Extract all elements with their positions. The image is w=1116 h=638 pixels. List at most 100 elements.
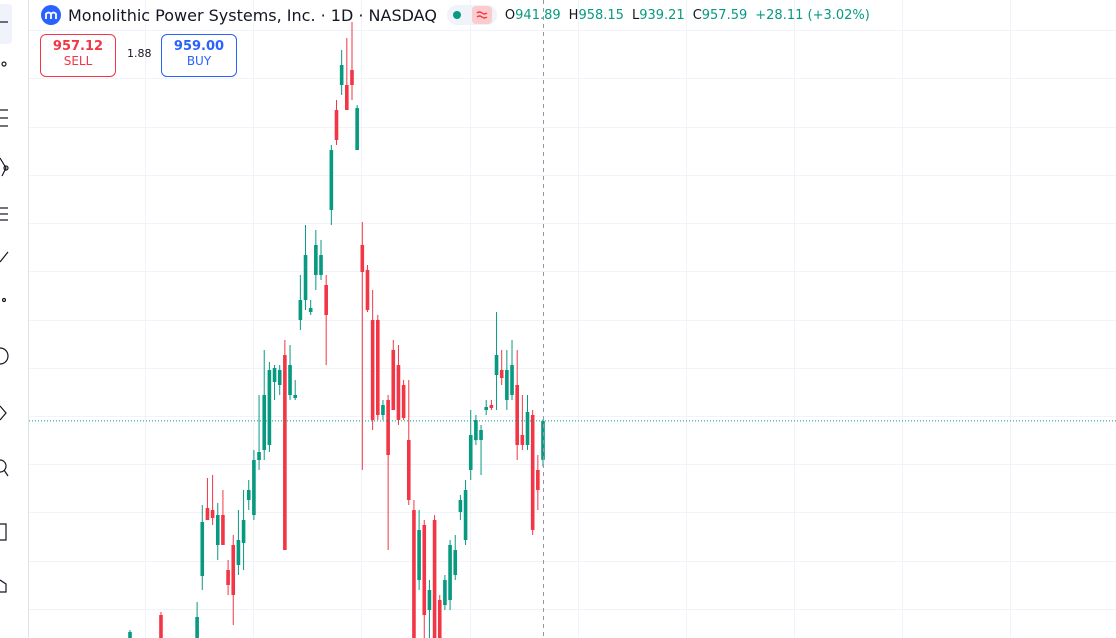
- market-open-dot: [452, 11, 461, 19]
- candle-body: [474, 419, 478, 441]
- candle-body: [432, 519, 437, 638]
- candle-body: [283, 355, 287, 551]
- candle-body: [479, 430, 483, 441]
- candle-body: [458, 500, 463, 513]
- candle-body: [319, 255, 323, 276]
- candle-body: [370, 319, 375, 420]
- delayed-icon: [471, 6, 492, 24]
- candle-body: [515, 384, 519, 445]
- candle-body: [246, 490, 251, 501]
- open-value: 941.89: [515, 7, 561, 23]
- candle-body: [391, 350, 396, 410]
- candle-body: [350, 69, 354, 85]
- candle-body: [339, 65, 344, 85]
- candle-body: [128, 631, 132, 638]
- candle-body: [195, 616, 199, 638]
- symbol-logo: [41, 5, 61, 25]
- high-label: H: [568, 7, 579, 23]
- close-value: 957.59: [701, 7, 748, 23]
- candle-body: [437, 600, 442, 638]
- candle-body: [308, 308, 313, 313]
- candle-body: [298, 300, 303, 320]
- candle-body: [484, 406, 489, 410]
- candle-body: [386, 400, 390, 456]
- ohlc-values: O941.89 H958.15 L939.21 C957.59 +28.11 (+3.0…: [505, 8, 878, 23]
- candle-body: [231, 544, 236, 595]
- candle-body: [401, 384, 406, 419]
- candle-body: [448, 544, 452, 601]
- candle-body: [236, 540, 241, 566]
- candle-body: [272, 368, 277, 382]
- candle-body: [324, 284, 328, 316]
- candle-body: [277, 369, 282, 385]
- candle-body: [252, 459, 256, 516]
- candle-body: [468, 434, 473, 470]
- candle-body: [525, 412, 530, 445]
- status-pill[interactable]: [446, 5, 497, 25]
- candle-body: [417, 530, 421, 581]
- high-value: 958.15: [578, 7, 624, 23]
- candle-body: [200, 522, 205, 576]
- buy-price: 959.00: [173, 39, 225, 54]
- candle-body: [205, 508, 210, 520]
- candle-body: [345, 84, 349, 110]
- drawing-toolbar: [0, 0, 29, 638]
- low-value: 939.21: [639, 7, 685, 23]
- candle-body: [406, 440, 411, 501]
- sell-label: SELL: [63, 54, 93, 68]
- candle-body: [412, 509, 416, 638]
- candle-body: [314, 244, 318, 276]
- symbol-legend: Monolithic Power Systems, Inc. · 1D · NA…: [40, 4, 878, 26]
- spread: 1.88: [127, 47, 152, 60]
- grid: [29, 0, 1116, 638]
- candle-body: [334, 109, 339, 141]
- candle-body: [267, 369, 272, 445]
- buy-button[interactable]: 959.00 BUY: [161, 34, 237, 77]
- candle-body: [288, 365, 292, 395]
- candle-body: [221, 515, 225, 545]
- candle-body: [453, 550, 458, 576]
- candle-body: [489, 405, 494, 409]
- candle-body: [360, 244, 365, 273]
- candle-body: [293, 394, 298, 398]
- candle-body: [329, 150, 334, 210]
- candle-body: [505, 369, 509, 401]
- buy-label: BUY: [186, 54, 212, 68]
- close-label: C: [692, 7, 702, 23]
- candle-body: [530, 415, 535, 531]
- open-label: O: [504, 7, 516, 23]
- candle-body: [427, 590, 432, 610]
- candle-body: [422, 525, 427, 616]
- candle-body: [396, 365, 401, 420]
- candle-body: [463, 490, 468, 541]
- candle-body: [262, 394, 267, 451]
- candle-body: [241, 519, 246, 544]
- symbol-title: Monolithic Power Systems, Inc. · 1D · NA…: [68, 5, 437, 25]
- toolbar-icons: [0, 4, 12, 593]
- candle-body: [494, 355, 499, 376]
- candle-body: [510, 365, 514, 395]
- candle-body: [257, 452, 261, 460]
- change-value: +28.11 (+3.02%): [755, 7, 870, 23]
- candle-body: [499, 369, 504, 379]
- candle-body: [365, 269, 370, 310]
- candle-body: [303, 255, 308, 301]
- sell-price: 957.12: [52, 39, 104, 54]
- candle-body: [536, 469, 540, 491]
- candle-body: [443, 580, 447, 606]
- candle-body: [381, 405, 385, 416]
- candle-body: [215, 515, 220, 545]
- candle-body: [210, 509, 215, 519]
- candle-body: [355, 108, 359, 151]
- candle-body: [159, 615, 163, 638]
- low-label: L: [631, 7, 640, 23]
- sell-button[interactable]: 957.12 SELL: [40, 34, 116, 77]
- candles: [128, 21, 545, 638]
- candle-body: [520, 434, 525, 445]
- candle-body: [226, 569, 230, 585]
- candle-body: [375, 319, 380, 416]
